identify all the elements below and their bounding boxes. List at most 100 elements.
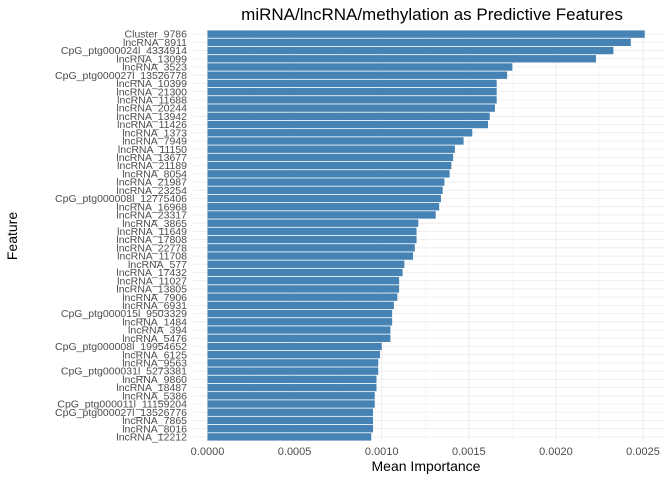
y-tick-label: lncRNA_21987 [116, 177, 187, 189]
y-tick-label: lncRNA_11426 [117, 119, 187, 131]
y-tick-label: lncRNA_22778 [116, 242, 187, 254]
bar [207, 194, 441, 203]
bar [207, 203, 440, 211]
y-tick-label: lncRNA_23254 [116, 185, 187, 197]
bar [207, 104, 495, 112]
bar [207, 120, 488, 129]
y-tick-label: lncRNA_11027 [117, 275, 187, 287]
y-tick-label: CpG_ptg000008l_19954652 [55, 341, 187, 353]
bar [207, 359, 379, 367]
bar [207, 145, 455, 153]
y-tick-label: lncRNA_10399 [116, 78, 187, 90]
bar [207, 79, 497, 88]
bar [207, 424, 373, 433]
bar [207, 375, 377, 384]
y-tick-label: lncRNA_5386 [122, 390, 187, 402]
y-axis-title: Feature [4, 212, 20, 260]
y-tick-label: CpG_ptg000027l_13526776 [55, 407, 187, 419]
y-tick-label: lncRNA_3523 [122, 62, 187, 74]
y-tick-label: lncRNA_13942 [116, 111, 187, 123]
bar [207, 383, 377, 392]
bar [207, 96, 497, 104]
bar [207, 392, 375, 400]
x-tick-label: 0.0010 [365, 446, 399, 458]
y-tick-label: lncRNA_1373 [122, 127, 187, 139]
y-tick-label: lncRNA_7906 [122, 292, 187, 304]
y-tick-label: lncRNA_12212 [116, 431, 187, 443]
y-tick-label: lncRNA_20244 [116, 103, 187, 115]
bar [207, 112, 490, 121]
bar [207, 293, 398, 301]
y-tick-label: lncRNA_8911 [123, 37, 187, 49]
x-tick-label: 0.0020 [539, 446, 573, 458]
bar [207, 211, 436, 219]
bar [207, 30, 645, 38]
bar [207, 161, 452, 170]
y-tick-label: lncRNA_23317 [116, 210, 187, 222]
bar [207, 350, 380, 359]
y-tick-label: lncRNA_13805 [116, 284, 187, 296]
y-tick-label: Cluster_9786 [125, 29, 188, 41]
y-tick-label: lncRNA_394 [128, 325, 187, 337]
y-tick-label: lncRNA_1484 [122, 316, 187, 328]
y-tick-label: lncRNA_11150 [118, 144, 187, 156]
y-tick-label: lncRNA_17432 [116, 267, 187, 279]
bar [207, 318, 393, 326]
bar [207, 400, 375, 408]
y-tick-label: lncRNA_11649 [117, 226, 187, 238]
x-tick-label: 0.0025 [626, 446, 660, 458]
chart-title: miRNA/lncRNA/methylation as Predictive F… [241, 5, 623, 24]
y-tick-label: CpG_ptg000031l_5273381 [61, 366, 187, 378]
x-axis-title: Mean Importance [372, 458, 481, 474]
bar [207, 277, 400, 285]
bars [207, 30, 645, 441]
bar [207, 227, 417, 236]
y-tick-label: lncRNA_8016 [122, 423, 187, 435]
y-tick-label: lncRNA_6125 [122, 349, 187, 361]
y-tick-label: lncRNA_3865 [122, 218, 187, 230]
bar [207, 71, 508, 79]
y-tick-label: CpG_ptg000024l_4334914 [61, 45, 187, 57]
bar [207, 46, 614, 55]
y-tick-labels: Cluster_9786lncRNA_8911CpG_ptg000024l_43… [55, 29, 187, 444]
bar [207, 219, 419, 227]
bar [207, 342, 382, 351]
bar [207, 334, 391, 342]
bar [207, 433, 372, 441]
bar [207, 244, 415, 252]
y-tick-label: lncRNA_9860 [122, 374, 187, 386]
y-tick-label: lncRNA_16968 [116, 201, 187, 213]
x-tick-label: 0.0000 [191, 446, 225, 458]
bar [207, 55, 596, 63]
bar [207, 416, 373, 425]
y-tick-label: lncRNA_6931 [122, 300, 187, 312]
bar [207, 137, 464, 145]
bar [207, 408, 373, 416]
bar [207, 367, 379, 375]
bar [207, 186, 443, 194]
x-tick-label: 0.0005 [278, 446, 312, 458]
bar [207, 153, 454, 162]
bar [207, 87, 497, 96]
bar [207, 38, 631, 47]
y-tick-label: CpG_ptg000011l_11159204 [57, 399, 187, 411]
bar [207, 268, 403, 277]
bar [207, 326, 391, 334]
y-tick-label: lncRNA_9563 [122, 358, 187, 370]
bar [207, 252, 414, 260]
y-tick-label: lncRNA_13677 [116, 152, 187, 164]
y-tick-label: lncRNA_18487 [116, 382, 187, 394]
bar [207, 63, 513, 71]
bar [207, 309, 393, 318]
bar [207, 235, 417, 244]
y-tick-label: lncRNA_13099 [116, 53, 187, 65]
y-tick-label: lncRNA_11688 [117, 94, 187, 106]
x-tick-labels: 0.0000 0.0005 0.0010 0.0015 0.0020 0.0025 [191, 446, 660, 458]
y-tick-label: lncRNA_21189 [117, 160, 187, 172]
bar [207, 260, 405, 268]
y-tick-label: lncRNA_17808 [116, 234, 187, 246]
y-tick-label: lncRNA_577 [128, 259, 187, 271]
y-tick-label: lncRNA_21300 [116, 86, 187, 98]
y-tick-label: lncRNA_11708 [117, 251, 187, 263]
